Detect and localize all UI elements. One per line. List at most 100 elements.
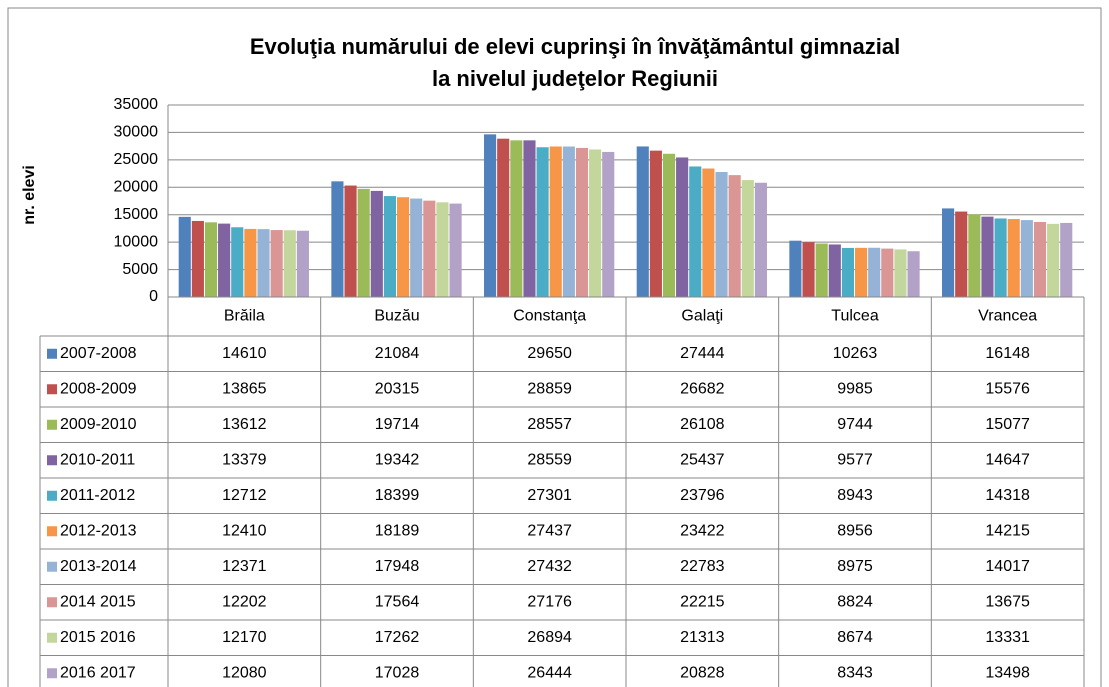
bar (357, 188, 370, 297)
table-value: 14215 (985, 522, 1030, 539)
bar (191, 220, 204, 297)
y-tick-label: 30000 (114, 124, 159, 141)
table-value: 12202 (222, 593, 267, 610)
legend-label: 2016 2017 (60, 664, 136, 681)
bar (968, 214, 981, 297)
x-tick-label: Constanţa (513, 308, 586, 325)
table-value: 8824 (837, 593, 873, 610)
bar (549, 146, 562, 297)
y-axis-label: nr. elevi (21, 165, 38, 225)
x-tick-label: Tulcea (831, 308, 879, 325)
table-value: 23796 (680, 487, 725, 504)
table-value: 14647 (985, 451, 1030, 468)
bar (855, 247, 868, 297)
table-value: 13498 (985, 664, 1030, 681)
table-value: 20828 (680, 664, 725, 681)
bar (484, 134, 497, 297)
table-value: 12371 (222, 558, 267, 575)
bar (218, 223, 231, 297)
legend-key (47, 561, 57, 572)
legend-label: 2008-2009 (60, 380, 137, 397)
legend-key (47, 348, 57, 359)
bar (802, 242, 815, 297)
bar (383, 196, 396, 297)
table-value: 8674 (837, 629, 873, 646)
table-value: 15576 (985, 380, 1030, 397)
bar (789, 240, 802, 297)
bar (728, 175, 741, 297)
y-tick-label: 0 (149, 288, 158, 305)
table-value: 27444 (680, 345, 725, 362)
table-value: 10263 (833, 345, 878, 362)
bar (257, 229, 270, 297)
table-value: 28859 (527, 380, 572, 397)
table-value: 14017 (985, 558, 1030, 575)
table-value: 27437 (527, 522, 572, 539)
bar (662, 153, 676, 297)
bar (881, 248, 894, 297)
legend-key (47, 419, 57, 430)
table-value: 14318 (985, 487, 1030, 504)
bar (754, 182, 767, 297)
table-value: 13675 (985, 593, 1030, 610)
legend-key (47, 455, 57, 466)
table-value: 20315 (375, 380, 420, 397)
table-value: 22215 (680, 593, 725, 610)
y-tick-label: 35000 (114, 96, 159, 113)
bar (994, 218, 1007, 297)
chart-subtitle: la nivelul judeţelor Regiunii (432, 66, 718, 91)
y-tick-label: 15000 (114, 206, 159, 223)
table-value: 18399 (375, 487, 420, 504)
bar (178, 216, 191, 297)
legend-key (47, 668, 57, 679)
table-value: 8343 (837, 664, 873, 681)
table-value: 15077 (985, 416, 1030, 433)
table-value: 12080 (222, 664, 267, 681)
table-value: 28557 (527, 416, 572, 433)
x-tick-label: Brăila (224, 308, 265, 325)
bar (907, 251, 920, 297)
bar (397, 197, 410, 297)
bar (283, 230, 296, 297)
bar (331, 181, 344, 297)
x-tick-label: Buzău (374, 308, 419, 325)
bar (1020, 220, 1033, 297)
table-value: 9577 (837, 451, 873, 468)
table-value: 12170 (222, 629, 267, 646)
table-value: 17564 (375, 593, 420, 610)
bar (1060, 222, 1073, 297)
table-value: 17262 (375, 629, 420, 646)
bar (649, 150, 662, 297)
table-value: 13612 (222, 416, 267, 433)
legend-label: 2010-2011 (60, 451, 135, 468)
x-tick-label: Vrancea (978, 308, 1037, 325)
bar (868, 247, 881, 297)
y-tick-label: 10000 (114, 233, 159, 250)
bar (449, 203, 462, 297)
bar (589, 149, 602, 297)
legend-label: 2007-2008 (60, 345, 137, 362)
table-value: 8943 (837, 487, 873, 504)
table-value: 17028 (375, 664, 420, 681)
bar (815, 243, 828, 297)
bar (244, 228, 257, 297)
table-value: 26444 (527, 664, 572, 681)
bar (981, 216, 994, 297)
y-tick-label: 25000 (114, 151, 159, 168)
legend-label: 2012-2013 (60, 522, 137, 539)
bar (942, 208, 955, 297)
bar (231, 227, 244, 297)
table-value: 26108 (680, 416, 725, 433)
table-value: 29650 (527, 345, 572, 362)
legend-label: 2014 2015 (60, 593, 136, 610)
table-value: 13331 (985, 629, 1030, 646)
table-value: 8975 (837, 558, 873, 575)
bar (296, 230, 309, 297)
bar (741, 180, 754, 297)
legend-label: 2013-2014 (60, 558, 137, 575)
bar (410, 198, 423, 297)
legend-key (47, 384, 57, 395)
bar (676, 157, 689, 297)
bar (270, 230, 283, 297)
